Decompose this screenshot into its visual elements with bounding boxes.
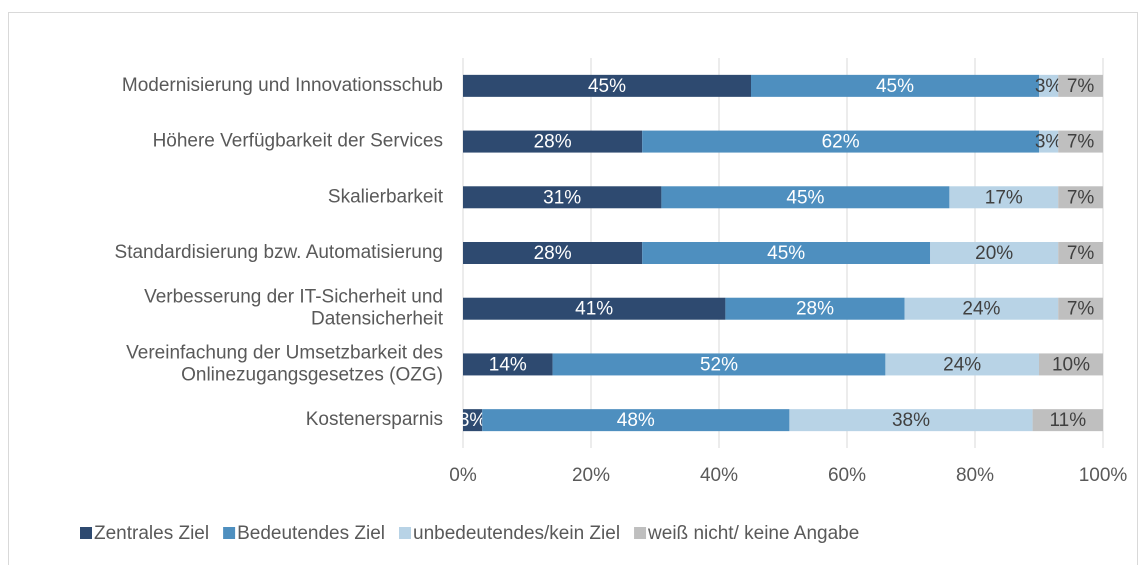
x-tick-label: 60%	[828, 465, 866, 486]
data-label: 24%	[962, 299, 1000, 320]
bar-segment	[725, 297, 905, 320]
bar-segment	[463, 74, 751, 97]
bar-segment	[885, 353, 1039, 376]
bar-segment	[1039, 353, 1103, 376]
data-label: 38%	[892, 410, 930, 431]
bar-segment	[552, 353, 886, 376]
data-label: 28%	[534, 243, 572, 264]
legend-swatch	[399, 527, 411, 539]
data-label: 48%	[617, 410, 655, 431]
bar-segment	[904, 297, 1059, 320]
category-label: Höhere Verfügbarkeit der Services	[153, 131, 443, 152]
data-label: 3%	[1035, 76, 1063, 97]
legend-swatch	[223, 527, 236, 539]
data-label: 62%	[822, 132, 860, 153]
data-label: 31%	[543, 187, 581, 208]
data-label: 28%	[796, 299, 834, 320]
category-label: Kostenersparnis	[306, 409, 443, 430]
bar-segment	[482, 409, 790, 432]
data-label: 20%	[975, 243, 1013, 264]
bar-segment	[930, 242, 1059, 264]
bar-segment	[1058, 186, 1103, 209]
frame	[8, 12, 1138, 565]
legend-label: Zentrales Ziel	[94, 523, 209, 544]
category-label: Skalierbarkeit	[328, 186, 444, 207]
data-label: 7%	[1067, 132, 1095, 153]
data-label: 14%	[489, 354, 527, 375]
data-label: 28%	[534, 132, 572, 153]
x-tick-label: 80%	[956, 465, 994, 486]
x-tick-label: 0%	[449, 465, 477, 486]
data-label: 45%	[588, 76, 626, 97]
category-label: Standardisierung bzw. Automatisierung	[115, 242, 443, 263]
bar-segment	[949, 186, 1059, 209]
bar-segment	[661, 186, 950, 209]
bar-segment	[1058, 74, 1103, 97]
bar-segment	[642, 130, 1039, 153]
bar-segment	[642, 242, 931, 264]
data-label: 45%	[876, 76, 914, 97]
data-label: 10%	[1052, 354, 1090, 375]
data-label: 3%	[1035, 132, 1063, 153]
bar-segment	[463, 297, 726, 320]
bar-segment	[1039, 74, 1059, 97]
x-tick-label: 100%	[1079, 465, 1128, 486]
legend-label: unbedeutendes/kein Ziel	[413, 523, 620, 544]
bar-segment	[1058, 297, 1103, 320]
data-label: 7%	[1067, 76, 1095, 97]
data-label: 7%	[1067, 243, 1095, 264]
data-label: 45%	[786, 187, 824, 208]
data-label: 45%	[767, 243, 805, 264]
bar-segment	[463, 409, 483, 432]
bar-segment	[1058, 242, 1103, 264]
bar-segment	[1039, 130, 1059, 153]
bar-segment	[1058, 130, 1103, 153]
data-label: 3%	[459, 410, 487, 431]
bar-segment	[463, 186, 662, 209]
bar-segment	[463, 130, 643, 153]
bar-segment	[463, 242, 643, 264]
data-label: 52%	[700, 354, 738, 375]
category-label: Modernisierung und Innovationsschub	[122, 75, 443, 96]
legend-swatch	[634, 527, 647, 539]
data-label: 24%	[943, 354, 981, 375]
data-label: 11%	[1049, 410, 1086, 431]
bar-segment	[751, 74, 1039, 97]
x-tick-label: 40%	[700, 465, 738, 486]
data-label: 41%	[575, 299, 613, 320]
data-label: 7%	[1067, 187, 1095, 208]
bar-segment	[463, 353, 553, 376]
legend-label: weiß nicht/ keine Angabe	[647, 523, 859, 544]
legend-swatch	[80, 527, 92, 539]
bar-segment	[1032, 409, 1103, 432]
legend-label: Bedeutendes Ziel	[237, 523, 385, 544]
category-label: Vereinfachung der Umsetzbarkeit des Onlin…	[126, 342, 443, 385]
category-label: Verbesserung der IT-Sicherheit und Datens…	[144, 287, 444, 330]
bar-segment	[789, 409, 1033, 432]
data-label: 17%	[985, 187, 1023, 208]
data-label: 7%	[1067, 299, 1095, 320]
x-tick-label: 20%	[572, 465, 610, 486]
